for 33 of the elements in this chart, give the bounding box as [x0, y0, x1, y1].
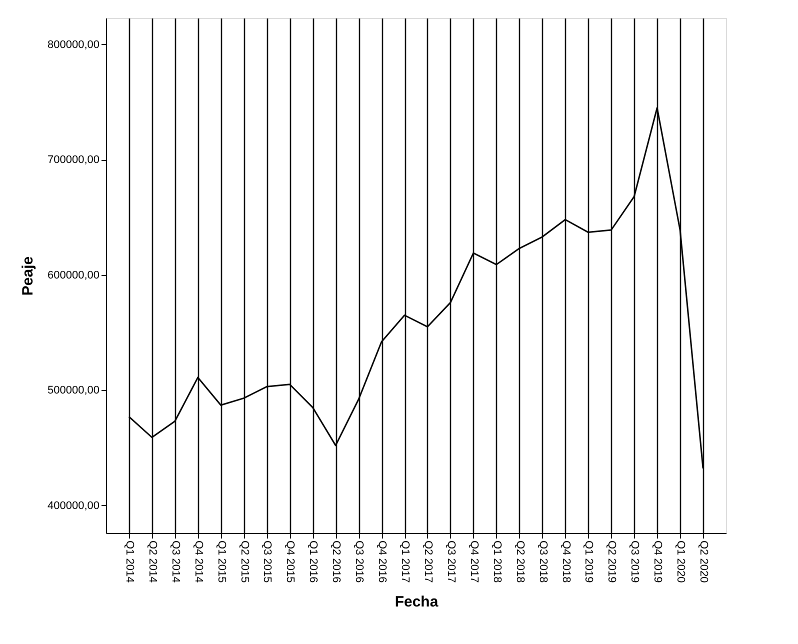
x-tick-label: Q4 2016	[376, 540, 388, 583]
x-tick-label: Q1 2020	[674, 540, 687, 583]
x-tick-label: Q3 2019	[628, 540, 641, 583]
y-tick-label: 800000,00	[48, 39, 100, 51]
y-tick-label: 500000,00	[48, 384, 100, 397]
x-tick-label: Q2 2017	[422, 540, 434, 583]
x-tick-label: Q4 2017	[468, 540, 480, 583]
x-tick-label: Q2 2016	[330, 540, 342, 583]
x-tick-label: Q1 2019	[582, 540, 595, 583]
x-tick-label: Q4 2019	[652, 540, 664, 583]
x-tick-label: Q3 2015	[261, 540, 274, 583]
x-tick-label: Q2 2015	[238, 540, 250, 583]
x-tick-label: Q1 2015	[215, 540, 228, 583]
y-tick-label: 700000,00	[48, 154, 100, 166]
x-tick-label: Q4 2014	[192, 540, 204, 583]
x-tick-label: Q1 2014	[123, 540, 136, 583]
x-tick-label: Q4 2018	[560, 540, 572, 583]
x-tick-label: Q3 2018	[536, 540, 549, 583]
x-tick-label: Q3 2017	[444, 540, 457, 583]
x-tick-label: Q2 2020	[698, 540, 710, 583]
x-tick-label: Q1 2016	[307, 540, 320, 583]
x-tick-label: Q1 2017	[399, 540, 412, 583]
x-tick-label: Q3 2014	[169, 540, 182, 583]
x-tick-label: Q4 2015	[284, 540, 296, 583]
y-tick-label: 600000,00	[48, 269, 100, 282]
x-tick-label: Q2 2014	[146, 540, 158, 583]
x-tick-label: Q2 2018	[514, 540, 526, 583]
y-axis-title: Peaje	[20, 256, 36, 296]
x-tick-label: Q3 2016	[353, 540, 366, 583]
y-tick-label: 400000,00	[48, 500, 100, 512]
x-tick-label: Q2 2019	[606, 540, 618, 583]
x-tick-label: Q1 2018	[490, 540, 503, 583]
x-axis-title: Fecha	[394, 594, 439, 611]
